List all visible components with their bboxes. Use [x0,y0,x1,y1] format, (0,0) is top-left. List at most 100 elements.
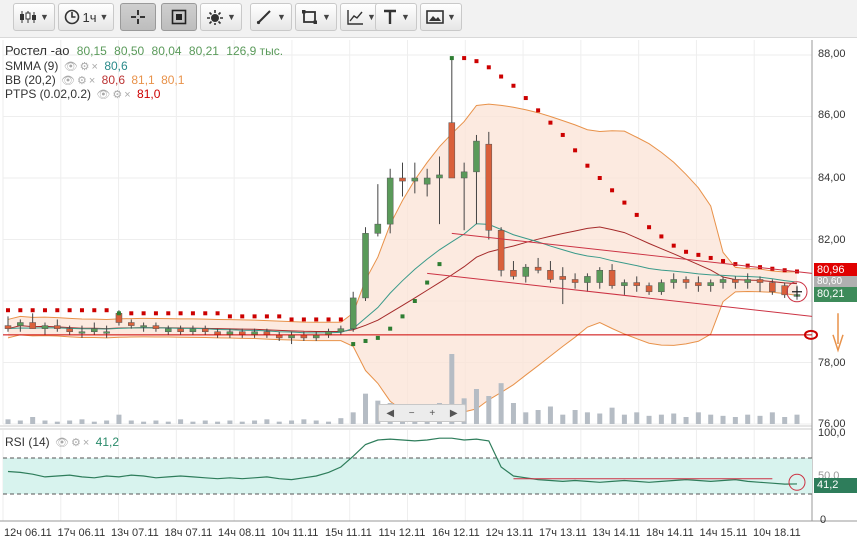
clock-icon [64,9,79,25]
rsi-line [7,437,798,485]
gear-icon[interactable]: ⚙ [77,75,87,87]
price-axis-label: 86,00 [818,109,846,121]
candle-body [91,328,98,332]
smma-legend: SMMA (9) 👁 ⚙ × 80,6 [5,59,128,74]
volume-bar [42,420,48,424]
volume-bar [350,412,356,424]
sar-dot [301,317,306,322]
gear-icon[interactable]: ⚙ [79,61,90,73]
candle-body [645,285,653,293]
price-axis-label: 76,00 [818,418,846,430]
candle-body [29,322,36,329]
nav-right-icon[interactable]: ▶ [449,407,458,419]
candle-body [411,177,419,182]
volume-bar [313,420,319,424]
rsi-axis-label: 100,0 [818,427,846,439]
zoom-in-icon[interactable]: + [429,407,436,419]
candle-body [732,279,739,283]
close-icon[interactable]: × [82,437,90,449]
timeframe-button[interactable]: 1ч ▼ [58,3,114,31]
sar-dot [92,308,97,313]
candle-body [658,282,665,293]
sar-dot [708,255,713,260]
sar-dot [548,120,553,125]
sar-dot [733,262,738,267]
last-price-badge: 80,21 [814,287,857,302]
volume-bar [695,412,701,424]
gear-icon[interactable]: ⚙ [71,437,81,449]
sar-dot [30,308,35,313]
sar-dot [536,108,541,113]
eye-icon[interactable]: 👁 [63,61,78,73]
sar-dot [314,317,319,322]
candle-body [719,279,727,283]
candle-body [707,282,714,286]
sar-dot [166,311,171,316]
crosshair-icon [131,10,145,24]
image-button[interactable]: ▼ [420,3,462,31]
close-icon[interactable]: × [88,75,96,87]
sar-dot [474,59,479,64]
eye-icon[interactable]: 👁 [96,89,111,101]
sar-dot [462,56,467,61]
sar-dot [277,314,282,319]
mid-price-badge: 80,60 [814,276,857,287]
volume-bar [104,420,110,424]
sar-dot [388,326,393,331]
candle-body [189,328,197,332]
volume-bar [572,410,578,424]
candle-body [399,177,406,182]
volume-bar [732,417,738,424]
chart-type-button[interactable]: ▼ [13,3,55,31]
time-axis-label: 18ч 14.11 [646,527,694,539]
frame-button[interactable] [161,3,197,31]
chevron-down-icon: ▼ [277,12,286,22]
sar-dot [178,311,183,316]
candle-body [497,230,505,271]
sar-dot [449,56,454,61]
bb-name: BB (20,2) [5,73,56,87]
candle-body [337,328,345,332]
time-axis-label: 12ч 13.11 [485,527,534,539]
volume-bar [338,418,344,424]
volume-bar [252,420,258,424]
candle-body [386,177,394,225]
volume-bar [498,383,504,424]
candle-body [510,270,517,277]
volume-bar [30,417,36,424]
sar-dot [511,83,516,88]
candle-body [633,282,640,286]
draw-line-button[interactable]: ▼ [250,3,292,31]
price-chart[interactable] [0,37,857,544]
sar-dot [721,259,726,264]
volume-bar [597,413,603,424]
sar-dot [79,308,84,313]
volume-bar [264,419,270,424]
close-icon[interactable]: × [124,89,131,101]
sar-dot [18,308,23,313]
sar-dot [338,317,343,322]
close-icon[interactable]: × [91,61,98,73]
chart-nav-strip[interactable]: ◀ − + ▶ [378,404,466,422]
rsi-value: 41,2 [95,435,120,449]
sar-dot [215,311,220,316]
sar-dot [622,200,627,205]
price-axis-label: 82,00 [818,234,846,246]
candle-body [128,322,135,326]
sar-dot [141,311,146,316]
zoom-out-icon[interactable]: − [408,407,415,419]
indicators-button[interactable]: ▼ [200,3,242,31]
text-button[interactable]: ▼ [375,3,417,31]
shapes-button[interactable]: ▼ [295,3,337,31]
nav-left-icon[interactable]: ◀ [386,407,395,419]
gear-icon[interactable]: ⚙ [112,89,123,101]
candle-body [362,233,369,299]
eye-icon[interactable]: 👁 [55,437,69,449]
volume-bar [5,419,11,424]
candle-body [670,279,677,283]
crosshair-button[interactable] [120,3,156,31]
sar-dot [203,311,208,316]
eye-icon[interactable]: 👁 [61,75,76,87]
volume-bar [215,421,221,424]
sar-dot [240,314,245,319]
